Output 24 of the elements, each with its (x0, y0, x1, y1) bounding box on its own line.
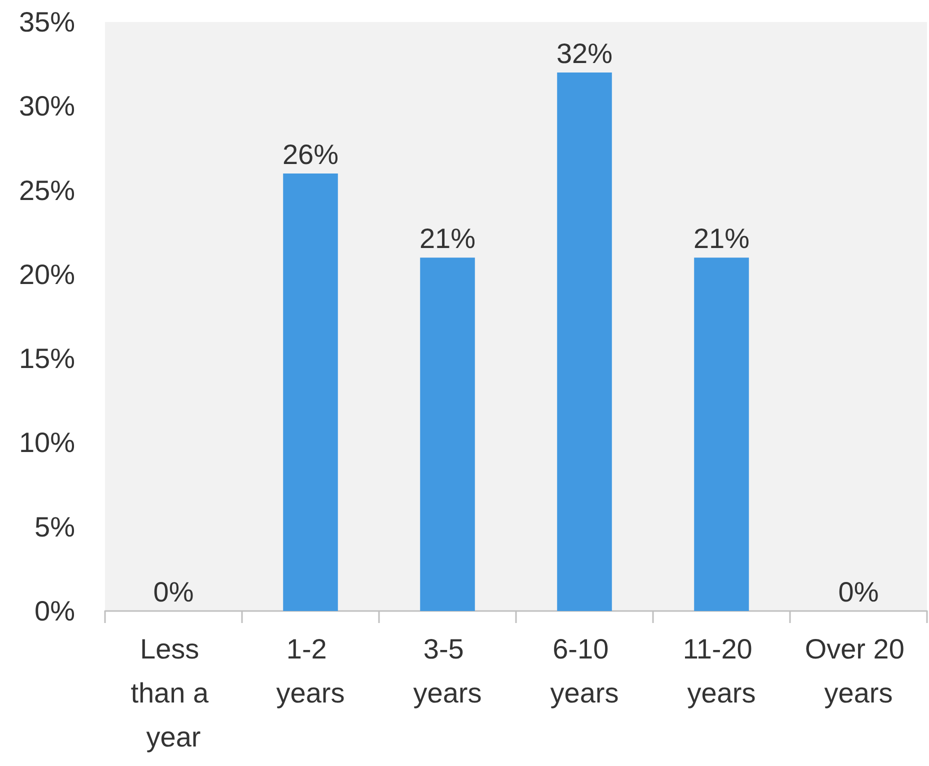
y-tick-label: 0% (34, 596, 75, 626)
x-tick-label: 11-20 years (682, 634, 760, 708)
x-tick-label: 3-5 years (413, 634, 482, 708)
y-tick-label: 5% (34, 511, 75, 542)
data-label: 32% (556, 38, 613, 69)
x-tick-label: Less than a year (130, 634, 216, 752)
x-tick-label: Over 20 years (804, 634, 912, 708)
y-tick-label: 20% (18, 258, 75, 290)
bar (283, 173, 338, 611)
y-tick-label: 30% (18, 90, 75, 122)
x-tick-label: 6-10 years (550, 634, 619, 708)
y-tick-label: 10% (18, 427, 75, 458)
data-label: 0% (838, 576, 879, 608)
data-label: 0% (153, 576, 194, 608)
data-label: 21% (419, 223, 476, 254)
y-tick-label: 25% (18, 174, 75, 206)
bar (420, 258, 475, 611)
data-label: 21% (693, 223, 750, 254)
bar (557, 72, 612, 611)
y-tick-label: 35% (18, 6, 75, 38)
x-tick-label: 1-2 years (276, 634, 345, 708)
y-tick-label: 15% (18, 343, 75, 374)
bar (694, 258, 749, 611)
data-label: 26% (282, 138, 339, 170)
